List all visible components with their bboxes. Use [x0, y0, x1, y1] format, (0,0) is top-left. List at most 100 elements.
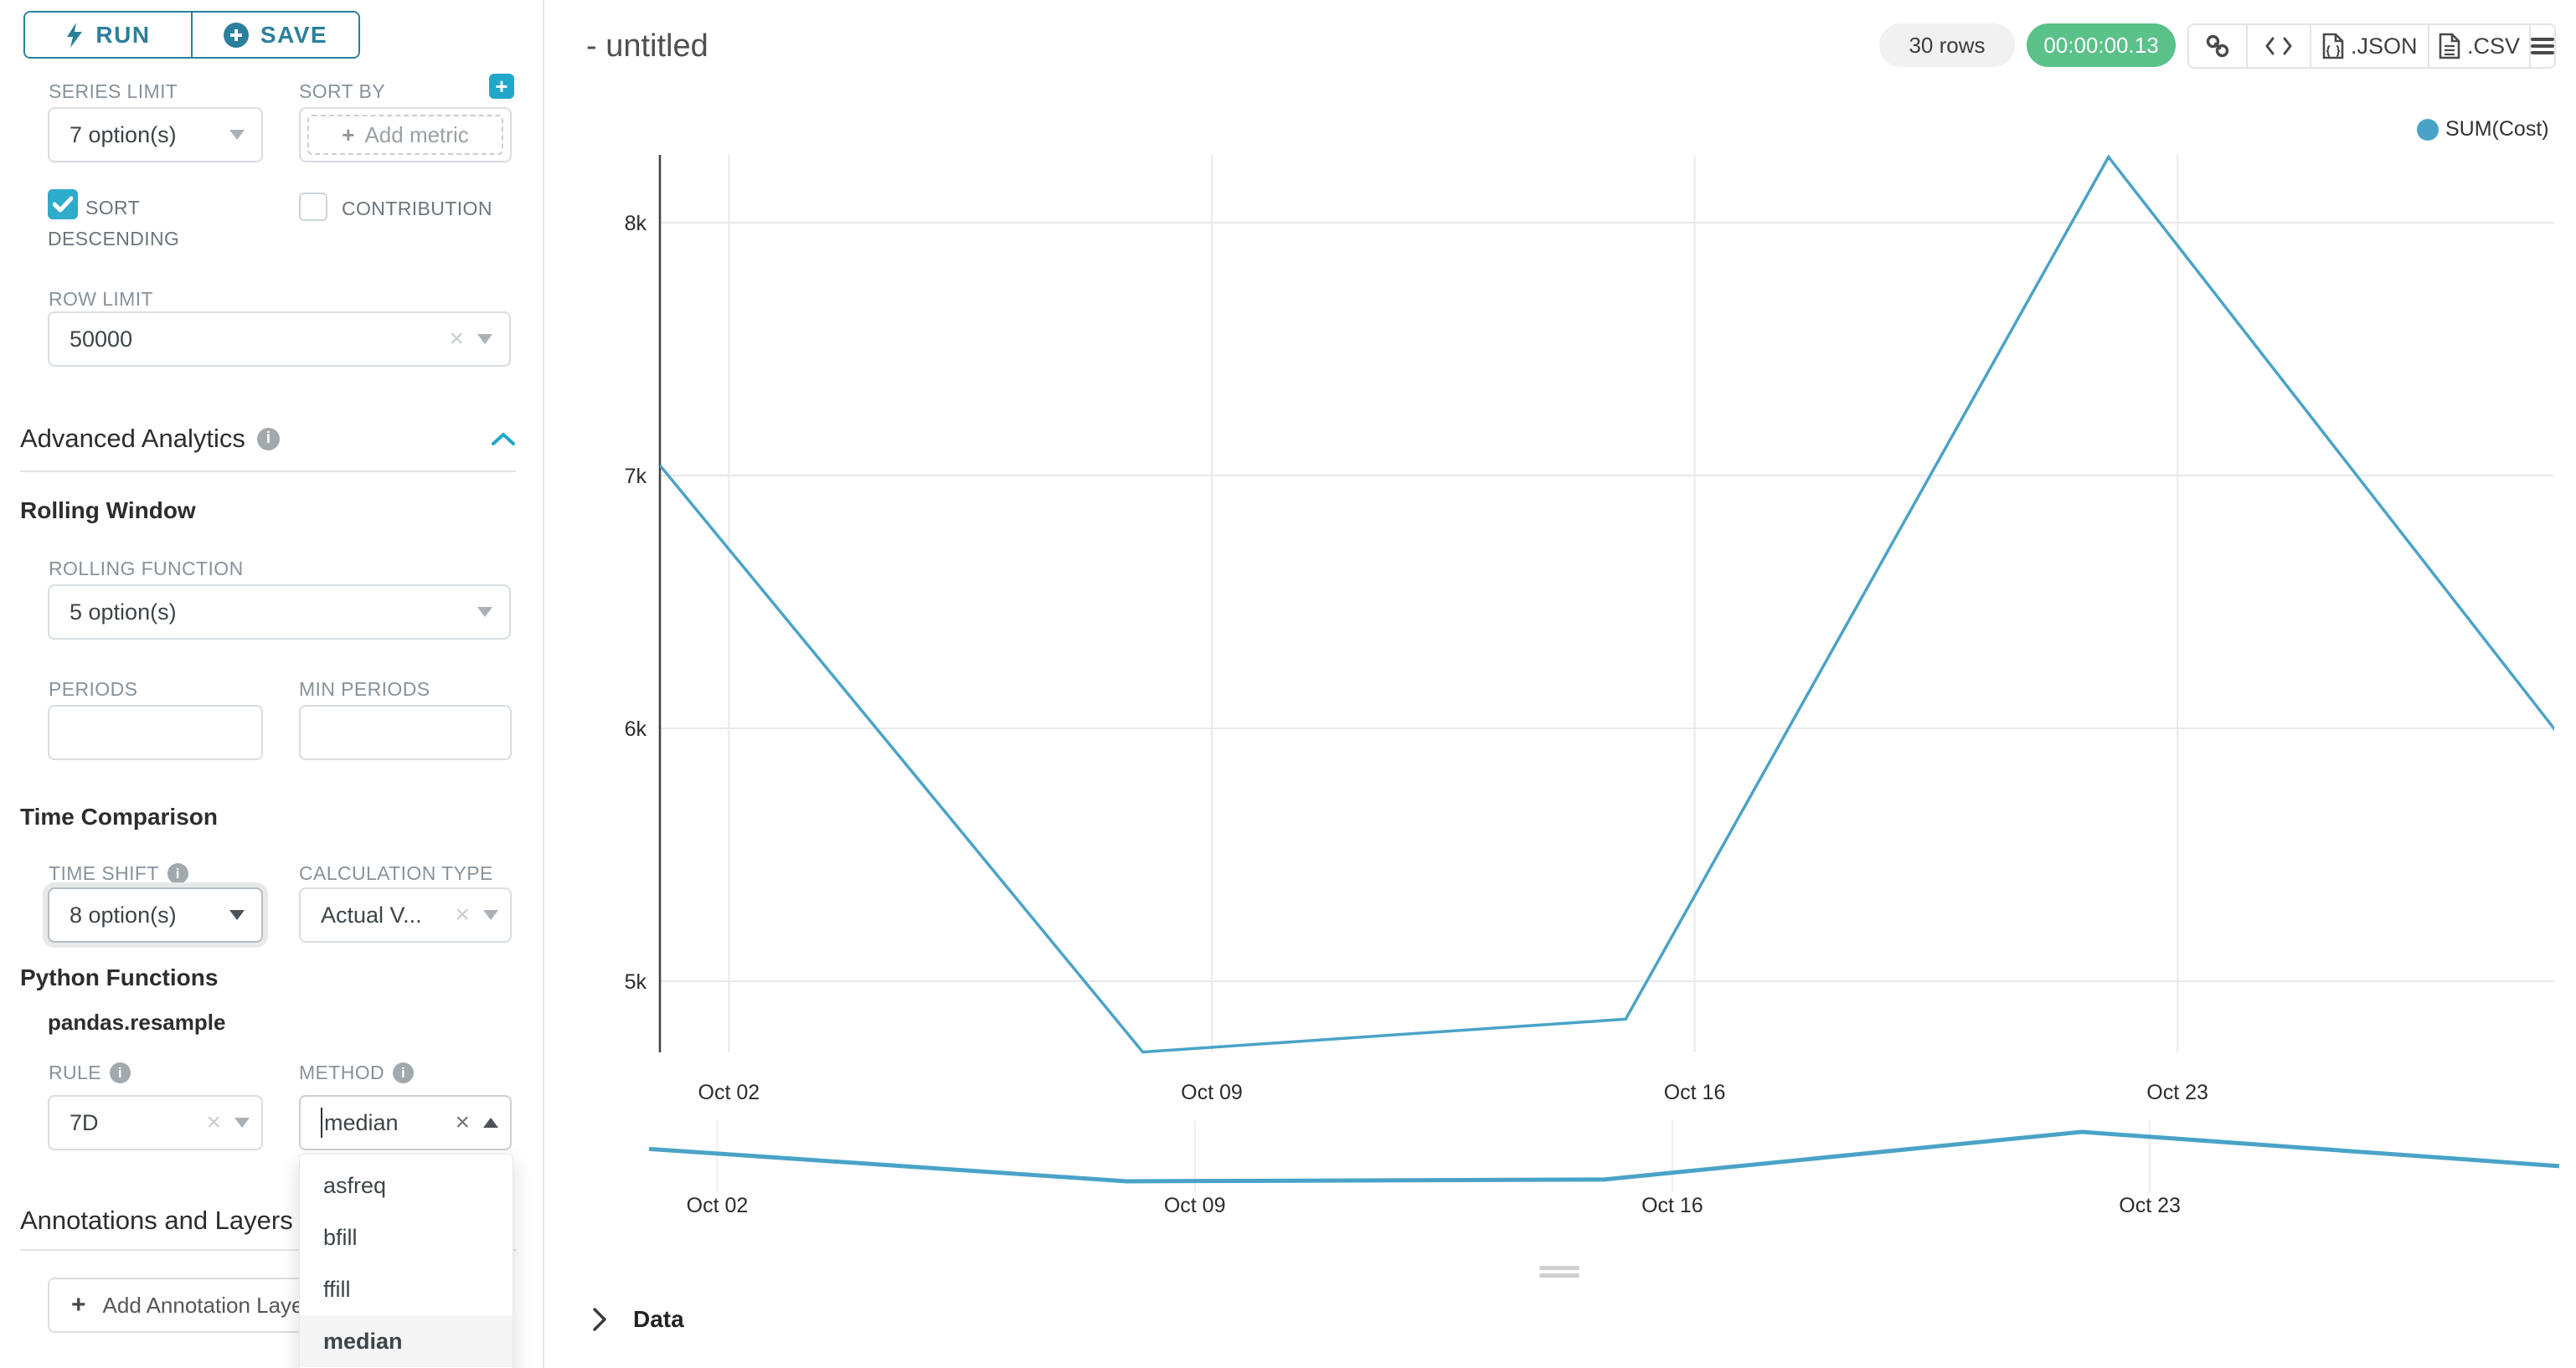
x-tick-label: Oct 09	[1181, 1081, 1243, 1104]
minimap-tick-label: Oct 09	[1164, 1194, 1226, 1217]
export-csv-label: .CSV	[2466, 33, 2520, 59]
handle-bar	[1539, 1266, 1579, 1270]
data-panel-label: Data	[633, 1306, 684, 1332]
row-limit-select[interactable]: 50000 ×	[48, 311, 511, 367]
method-option-asfreq[interactable]: asfreq	[323, 1172, 387, 1198]
query-timer-badge: 00:00:00.13	[2027, 23, 2176, 67]
series-limit-value: 7 option(s)	[70, 121, 177, 147]
clear-icon[interactable]: ×	[455, 901, 470, 928]
copy-link-button[interactable]	[2189, 25, 2246, 67]
chart-title[interactable]: - untitled	[586, 28, 708, 64]
link-icon	[2206, 34, 2229, 58]
chevron-down-icon	[477, 334, 492, 344]
row-limit-value: 50000	[70, 326, 133, 352]
export-toolbar: .JSON .CSV	[2187, 23, 2556, 69]
calculation-type-value: Actual V...	[321, 902, 422, 928]
y-tick-label: 6k	[625, 717, 647, 741]
sort-descending-label: SORT DESCENDING	[48, 197, 180, 249]
chevron-right-icon	[593, 1308, 606, 1331]
rows-count-badge: 30 rows	[1879, 23, 2015, 67]
calculation-type-select[interactable]: Actual V... ×	[299, 887, 512, 943]
check-icon	[53, 196, 73, 213]
run-button[interactable]: RUN	[25, 13, 193, 57]
time-shift-value: 8 option(s)	[70, 902, 177, 928]
method-option-median[interactable]: median	[300, 1315, 513, 1367]
rule-select[interactable]: 7D ×	[48, 1095, 263, 1150]
rolling-window-title: Rolling Window	[20, 497, 196, 523]
sort-descending-checkbox[interactable]	[48, 189, 78, 219]
chevron-down-icon	[483, 910, 498, 920]
y-tick-label: 8k	[625, 212, 647, 235]
method-option-bfill[interactable]: bfill	[323, 1224, 358, 1250]
handle-bar	[1539, 1273, 1579, 1278]
clear-icon[interactable]: ×	[449, 325, 464, 352]
minimap-tick-label: Oct 16	[1641, 1194, 1703, 1217]
time-shift-label-text: TIME SHIFT	[49, 862, 159, 884]
save-button[interactable]: SAVE	[193, 13, 358, 57]
y-tick-label: 7k	[625, 465, 647, 488]
clear-icon[interactable]: ×	[455, 1108, 470, 1136]
csv-file-icon	[2439, 33, 2460, 59]
minimap-line	[648, 1129, 2560, 1184]
method-option-ffill[interactable]: ffill	[323, 1276, 351, 1302]
add-annotation-label: Add Annotation Layer	[102, 1292, 312, 1318]
save-button-label: SAVE	[260, 21, 328, 48]
method-label-text: METHOD	[299, 1062, 385, 1083]
chart-menu-button[interactable]	[2529, 25, 2554, 67]
sort-by-field[interactable]: + Add metric	[299, 107, 512, 162]
hamburger-menu-icon	[2531, 38, 2554, 54]
method-combobox[interactable]: median ×	[299, 1095, 512, 1150]
add-sort-by-button[interactable]: +	[489, 74, 514, 99]
plus-icon: +	[71, 1291, 86, 1319]
clear-icon[interactable]: ×	[206, 1108, 221, 1136]
x-tick-label: Oct 02	[698, 1081, 760, 1104]
advanced-analytics-header[interactable]: Advanced Analytics i	[20, 424, 516, 454]
time-shift-select[interactable]: 8 option(s)	[48, 887, 263, 943]
chevron-down-icon	[234, 1118, 250, 1128]
text-cursor	[321, 1108, 322, 1138]
export-json-button[interactable]: .JSON	[2310, 25, 2428, 67]
python-functions-title: Python Functions	[20, 964, 219, 990]
add-metric-dropzone[interactable]: + Add metric	[307, 115, 503, 155]
sort-by-label: SORT BY	[299, 80, 385, 102]
view-query-button[interactable]	[2246, 25, 2310, 67]
section-divider	[20, 471, 516, 472]
time-shift-label: TIME SHIFT i	[49, 862, 188, 885]
chevron-down-icon	[229, 130, 245, 140]
line-chart[interactable]: 8k 7k 6k 5k Oct 02 Oct 09 Oct 16 Oct 23 Oct 02 Oc…	[544, 75, 2576, 1239]
chart-legend[interactable]: SUM(Cost)	[2417, 117, 2549, 141]
time-comparison-title: Time Comparison	[20, 804, 218, 830]
min-periods-input[interactable]	[299, 705, 512, 760]
control-panel: RUN SAVE SERIES LIMIT SORT BY + 7 option…	[0, 0, 544, 1368]
y-tick-label: 5k	[625, 970, 647, 994]
method-options-list: asfreq bfill ffill median	[300, 1160, 513, 1367]
series-line-sum-cost	[660, 154, 2554, 1054]
panel-resize-handle[interactable]	[1539, 1266, 1579, 1278]
advanced-analytics-title: Advanced Analytics	[20, 424, 245, 453]
row-limit-label: ROW LIMIT	[49, 288, 153, 310]
chevron-up-icon[interactable]	[491, 431, 516, 446]
method-dropdown-menu: asfreq bfill ffill median	[299, 1154, 513, 1368]
rolling-function-value: 5 option(s)	[70, 599, 177, 625]
periods-input[interactable]	[48, 705, 263, 760]
plus-circle-icon	[223, 22, 249, 48]
data-panel-toggle[interactable]: Data	[591, 1306, 684, 1333]
info-icon: i	[109, 1062, 131, 1083]
info-icon: i	[256, 427, 280, 450]
rolling-function-select[interactable]: 5 option(s)	[48, 584, 511, 640]
contribution-checkbox[interactable]	[299, 193, 327, 221]
json-file-icon	[2322, 33, 2344, 59]
chevron-down-icon	[229, 910, 245, 920]
rule-label: RULE i	[49, 1062, 131, 1084]
annotations-layers-title: Annotations and Layers	[20, 1206, 293, 1235]
method-label: METHOD i	[299, 1062, 415, 1084]
min-periods-label: MIN PERIODS	[299, 678, 430, 700]
lightning-icon	[67, 22, 83, 48]
contribution-label: CONTRIBUTION	[342, 198, 492, 219]
method-value: median	[324, 1109, 399, 1135]
series-limit-select[interactable]: 7 option(s)	[48, 107, 263, 162]
export-csv-button[interactable]: .CSV	[2427, 25, 2529, 67]
add-metric-placeholder: Add metric	[364, 121, 469, 147]
code-icon	[2265, 37, 2292, 55]
